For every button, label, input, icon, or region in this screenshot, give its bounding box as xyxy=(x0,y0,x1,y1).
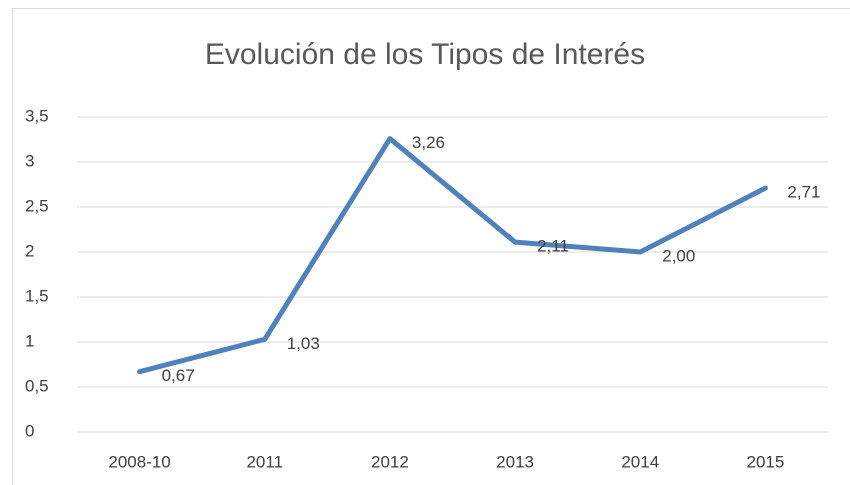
data-label: 1,03 xyxy=(287,334,320,353)
y-tick-label: 1 xyxy=(25,331,34,350)
data-label: 3,26 xyxy=(412,133,445,152)
x-tick-label: 2015 xyxy=(747,452,785,471)
data-label: 2,00 xyxy=(662,246,695,265)
line-series xyxy=(137,136,768,375)
x-tick-label: 2011 xyxy=(246,452,283,471)
data-label: 0,67 xyxy=(162,366,195,385)
x-tick-label: 2013 xyxy=(496,452,534,471)
y-tick-label: 2 xyxy=(25,241,34,260)
chart-border xyxy=(12,8,850,485)
y-tick-label: 0,5 xyxy=(25,376,49,395)
x-tick-label: 2014 xyxy=(621,452,659,471)
y-tick-label: 2,5 xyxy=(25,196,49,215)
x-tick-label: 2012 xyxy=(371,452,409,471)
y-tick-label: 1,5 xyxy=(25,286,49,305)
y-tick-label: 0 xyxy=(25,421,34,440)
data-label: 2,71 xyxy=(787,183,820,202)
x-tick-label: 2008-10 xyxy=(108,452,170,471)
y-tick-label: 3,5 xyxy=(25,106,49,125)
y-tick-label: 3 xyxy=(25,151,34,170)
data-label: 2,11 xyxy=(537,237,569,256)
chart-title: Evolución de los Tipos de Interés xyxy=(205,38,645,71)
